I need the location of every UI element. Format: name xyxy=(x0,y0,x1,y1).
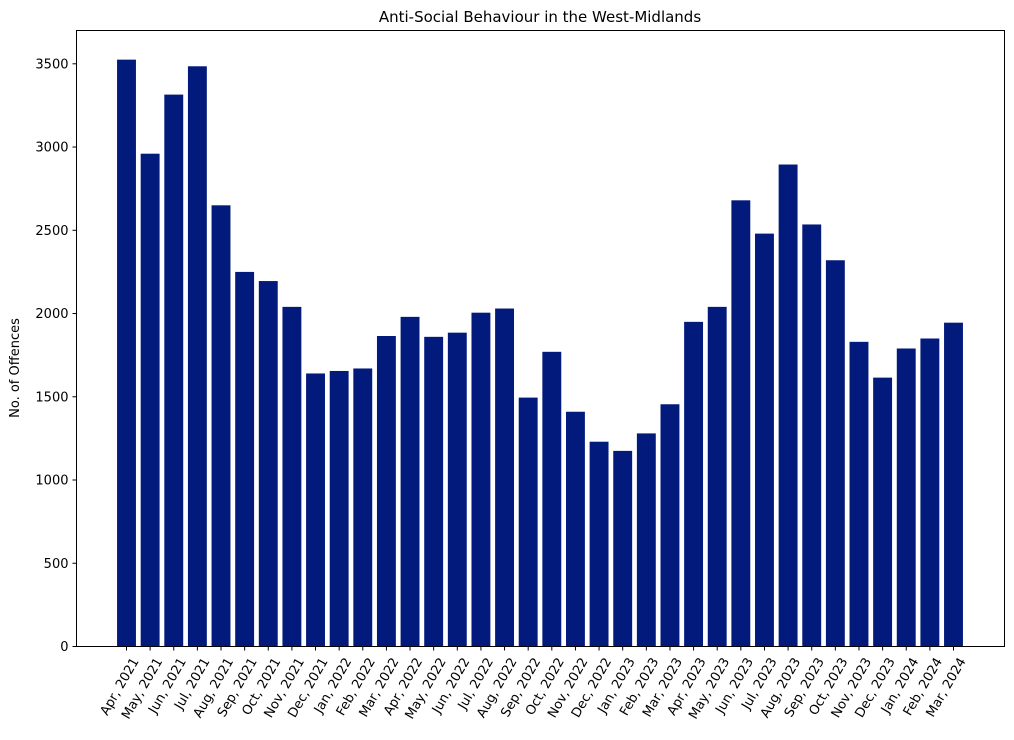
bar xyxy=(282,306,302,647)
y-tick-label: 2000 xyxy=(35,307,68,322)
bar xyxy=(613,450,633,647)
bar xyxy=(117,59,136,647)
y-tick-label: 1000 xyxy=(35,474,68,489)
y-tick-label: 1500 xyxy=(35,390,68,405)
bar xyxy=(424,336,444,647)
bar xyxy=(235,271,255,647)
bar xyxy=(778,164,798,647)
bar xyxy=(187,66,207,647)
bar xyxy=(518,397,538,647)
bar xyxy=(140,153,160,647)
bars-group xyxy=(117,59,963,647)
bar xyxy=(755,233,774,647)
bar xyxy=(731,200,751,647)
y-tick-label: 0 xyxy=(60,640,68,655)
y-axis-ticks: 0 500 1000 1500 2000 2500 3000 3500 xyxy=(35,57,77,655)
y-tick-label: 3000 xyxy=(35,141,68,156)
bar xyxy=(565,411,585,647)
bar xyxy=(684,321,704,647)
bar xyxy=(944,322,963,647)
bar xyxy=(542,351,562,647)
bar xyxy=(707,306,727,647)
bar xyxy=(400,316,420,647)
chart-title: Anti-Social Behaviour in the West-Midlan… xyxy=(379,8,701,26)
bar xyxy=(636,433,656,647)
bar xyxy=(896,348,916,647)
y-tick-label: 2500 xyxy=(35,224,68,239)
bar xyxy=(329,370,349,647)
bar xyxy=(920,338,940,647)
y-tick-label: 3500 xyxy=(35,57,68,72)
plot-frame xyxy=(76,30,1005,647)
bar xyxy=(376,336,396,647)
bar xyxy=(825,260,845,647)
bar xyxy=(589,441,609,647)
bar xyxy=(802,224,822,647)
y-tick-label: 500 xyxy=(44,557,69,572)
bar xyxy=(211,205,231,647)
bar xyxy=(495,308,515,647)
bar xyxy=(447,332,467,647)
bar xyxy=(660,404,680,647)
y-axis-label: No. of Offences xyxy=(8,318,23,418)
bar xyxy=(164,94,184,647)
bar xyxy=(353,368,373,647)
bar xyxy=(849,341,869,647)
bar xyxy=(306,373,325,647)
bar xyxy=(471,312,491,647)
bar xyxy=(873,377,893,647)
bar xyxy=(258,281,278,647)
